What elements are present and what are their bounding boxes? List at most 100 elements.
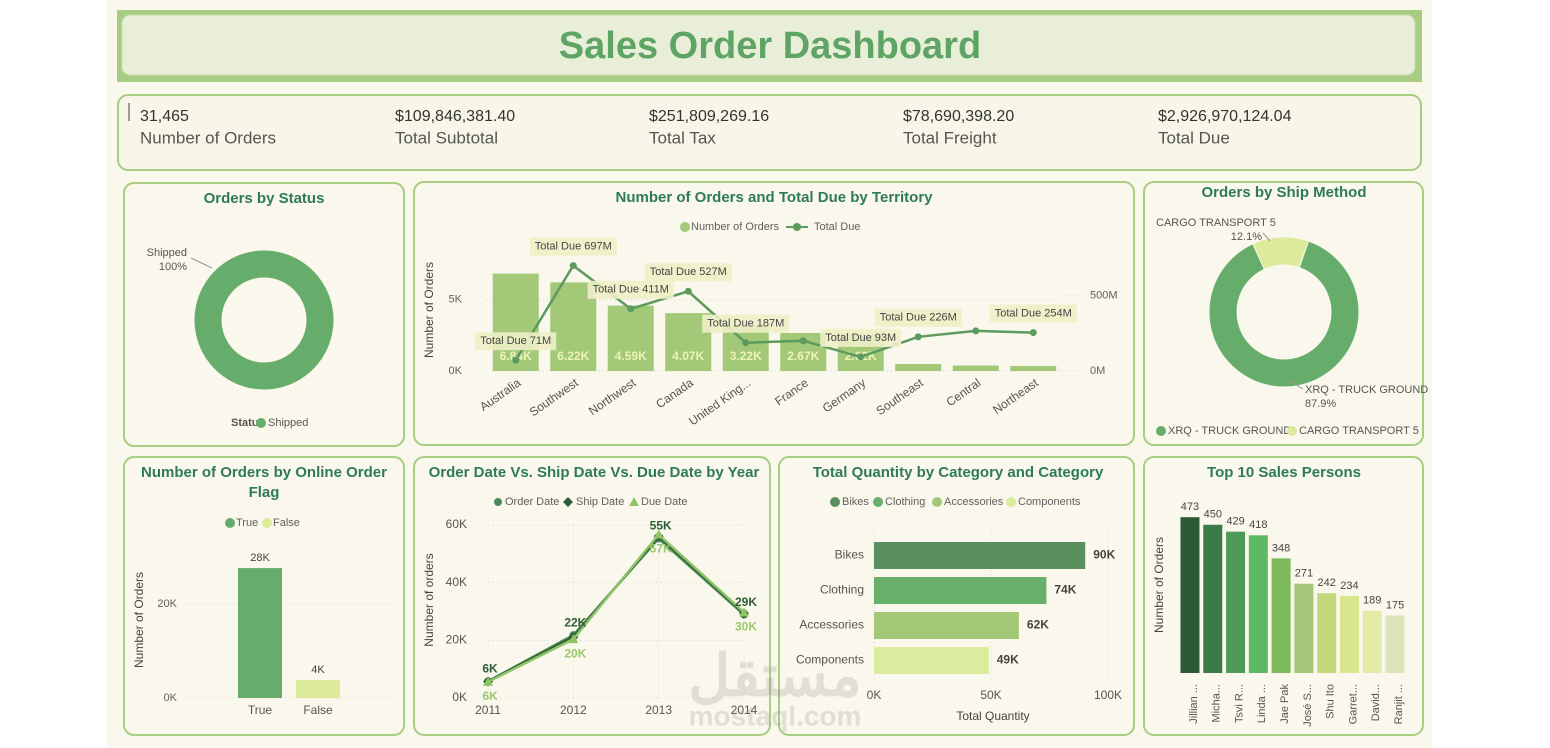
kpi-label: Total Due xyxy=(1158,128,1230,147)
panel xyxy=(123,182,405,447)
chart-title: Orders by Ship Method xyxy=(1201,184,1366,201)
bar-value-label: 429 xyxy=(1226,516,1244,528)
panel xyxy=(413,456,771,736)
slice-label: XRQ - TRUCK GROUND xyxy=(1305,384,1428,396)
line-point xyxy=(483,676,493,686)
bar-value-label: 6.22K xyxy=(557,349,589,363)
bar xyxy=(874,577,1047,604)
legend-label: XRQ - TRUCK GROUND xyxy=(1168,425,1291,437)
y-tick-label: 40K xyxy=(446,575,467,589)
kpi-value: 31,465 xyxy=(140,108,189,125)
panel xyxy=(1143,181,1424,446)
y-tick-label: 20K xyxy=(446,633,467,647)
legend-marker xyxy=(225,518,235,528)
leader-line xyxy=(190,257,213,269)
bar-value-label: 2.67K xyxy=(787,349,819,363)
y2-tick-label: 500M xyxy=(1090,289,1118,301)
bar xyxy=(607,305,654,371)
legend-marker xyxy=(680,222,690,232)
kpi-value: $109,846,381.40 xyxy=(395,108,515,125)
line-point xyxy=(742,339,750,347)
x-tick-label: Linda ... xyxy=(1256,684,1268,723)
bar-value-label: 189 xyxy=(1363,595,1381,607)
line-value-label: 55K xyxy=(650,519,672,533)
y-axis-title: Number of Orders xyxy=(1152,537,1166,633)
bar xyxy=(1203,524,1223,673)
line-value-label: 6K xyxy=(482,661,498,675)
y2-tick-label: 0M xyxy=(1090,365,1105,377)
y-tick-label: Accessories xyxy=(799,618,864,632)
legend-label: True xyxy=(236,517,258,529)
bar-value-label: 74K xyxy=(1054,583,1076,597)
x-tick-label: Garret... xyxy=(1347,684,1359,724)
chart-title: Top 10 Sales Persons xyxy=(1207,464,1361,481)
legend-title: Status xyxy=(231,417,265,429)
bar-value-label: 28K xyxy=(250,552,270,564)
bar xyxy=(874,647,989,674)
bar-value-label: 473 xyxy=(1181,501,1199,513)
bar xyxy=(1385,615,1405,673)
x-tick-label: David... xyxy=(1370,684,1382,721)
label-box xyxy=(874,308,962,327)
label-box xyxy=(475,332,557,351)
legend-label: Due Date xyxy=(641,496,687,508)
legend-marker xyxy=(830,497,840,507)
line-value-label: Total Due 93M xyxy=(825,332,896,344)
y-tick-label: 0K xyxy=(452,690,467,704)
line-value-label: 57K xyxy=(650,542,672,556)
bar xyxy=(1294,583,1314,673)
bar-value-label: 175 xyxy=(1386,599,1404,611)
chart-title: Orders by Status xyxy=(204,190,325,207)
y-axis-title: Number of Orders xyxy=(132,572,146,668)
header-box xyxy=(121,14,1416,76)
line-point xyxy=(1029,329,1037,337)
bar xyxy=(1362,610,1382,673)
line-point xyxy=(569,262,577,270)
y-tick-label: 20K xyxy=(157,598,177,610)
chart-title: Number of Orders by Online Order Flag xyxy=(141,464,387,501)
kpi-value: $2,926,970,124.04 xyxy=(1158,108,1292,125)
bar-value-label: 418 xyxy=(1249,519,1267,531)
line-point xyxy=(799,337,807,345)
bar xyxy=(1248,535,1268,673)
label-box xyxy=(529,237,617,256)
x-tick-label: Shu Ito xyxy=(1325,684,1337,719)
bar xyxy=(1226,531,1246,673)
kpi-label: Total Subtotal xyxy=(395,128,498,147)
label-box xyxy=(820,328,902,347)
x-tick-label: Jillian ... xyxy=(1188,684,1200,724)
bar xyxy=(952,365,999,371)
x-tick-label: 50K xyxy=(980,688,1001,702)
slice-label: Shipped xyxy=(147,247,187,259)
y-tick-label: Clothing xyxy=(820,583,864,597)
x-tick-label: 2014 xyxy=(731,703,758,717)
bar xyxy=(1271,558,1291,673)
kpi-value: $251,809,269.16 xyxy=(649,108,769,125)
kpi-card xyxy=(117,94,1422,171)
line-point xyxy=(739,607,749,617)
legend-label: Accessories xyxy=(944,496,1004,508)
bar xyxy=(722,325,769,371)
legend-label: False xyxy=(273,517,300,529)
donut-slice xyxy=(1252,236,1310,270)
y-axis-title: Number of orders xyxy=(422,553,436,646)
watermark: مستقل xyxy=(688,643,862,708)
slice-value-label: 87.9% xyxy=(1305,398,1336,410)
bar-value-label: 4K xyxy=(311,664,325,676)
line-value-label: Total Due 187M xyxy=(707,318,784,330)
legend-label: Number of Orders xyxy=(691,221,780,233)
legend-marker xyxy=(1287,426,1297,436)
legend-label: Total Due xyxy=(814,221,860,233)
leader-line xyxy=(1287,379,1304,390)
bar xyxy=(895,364,942,371)
donut-slice xyxy=(1208,240,1360,388)
legend-marker xyxy=(932,497,942,507)
line-point xyxy=(857,353,865,361)
x-tick-label: Micha... xyxy=(1211,684,1223,723)
bar xyxy=(1317,593,1337,673)
dashboard-title: Sales Order Dashboard xyxy=(559,25,981,67)
x-tick-label: False xyxy=(303,703,333,717)
x-tick-label: 2011 xyxy=(475,703,501,717)
x-tick-label: Ranjit ... xyxy=(1393,684,1405,724)
